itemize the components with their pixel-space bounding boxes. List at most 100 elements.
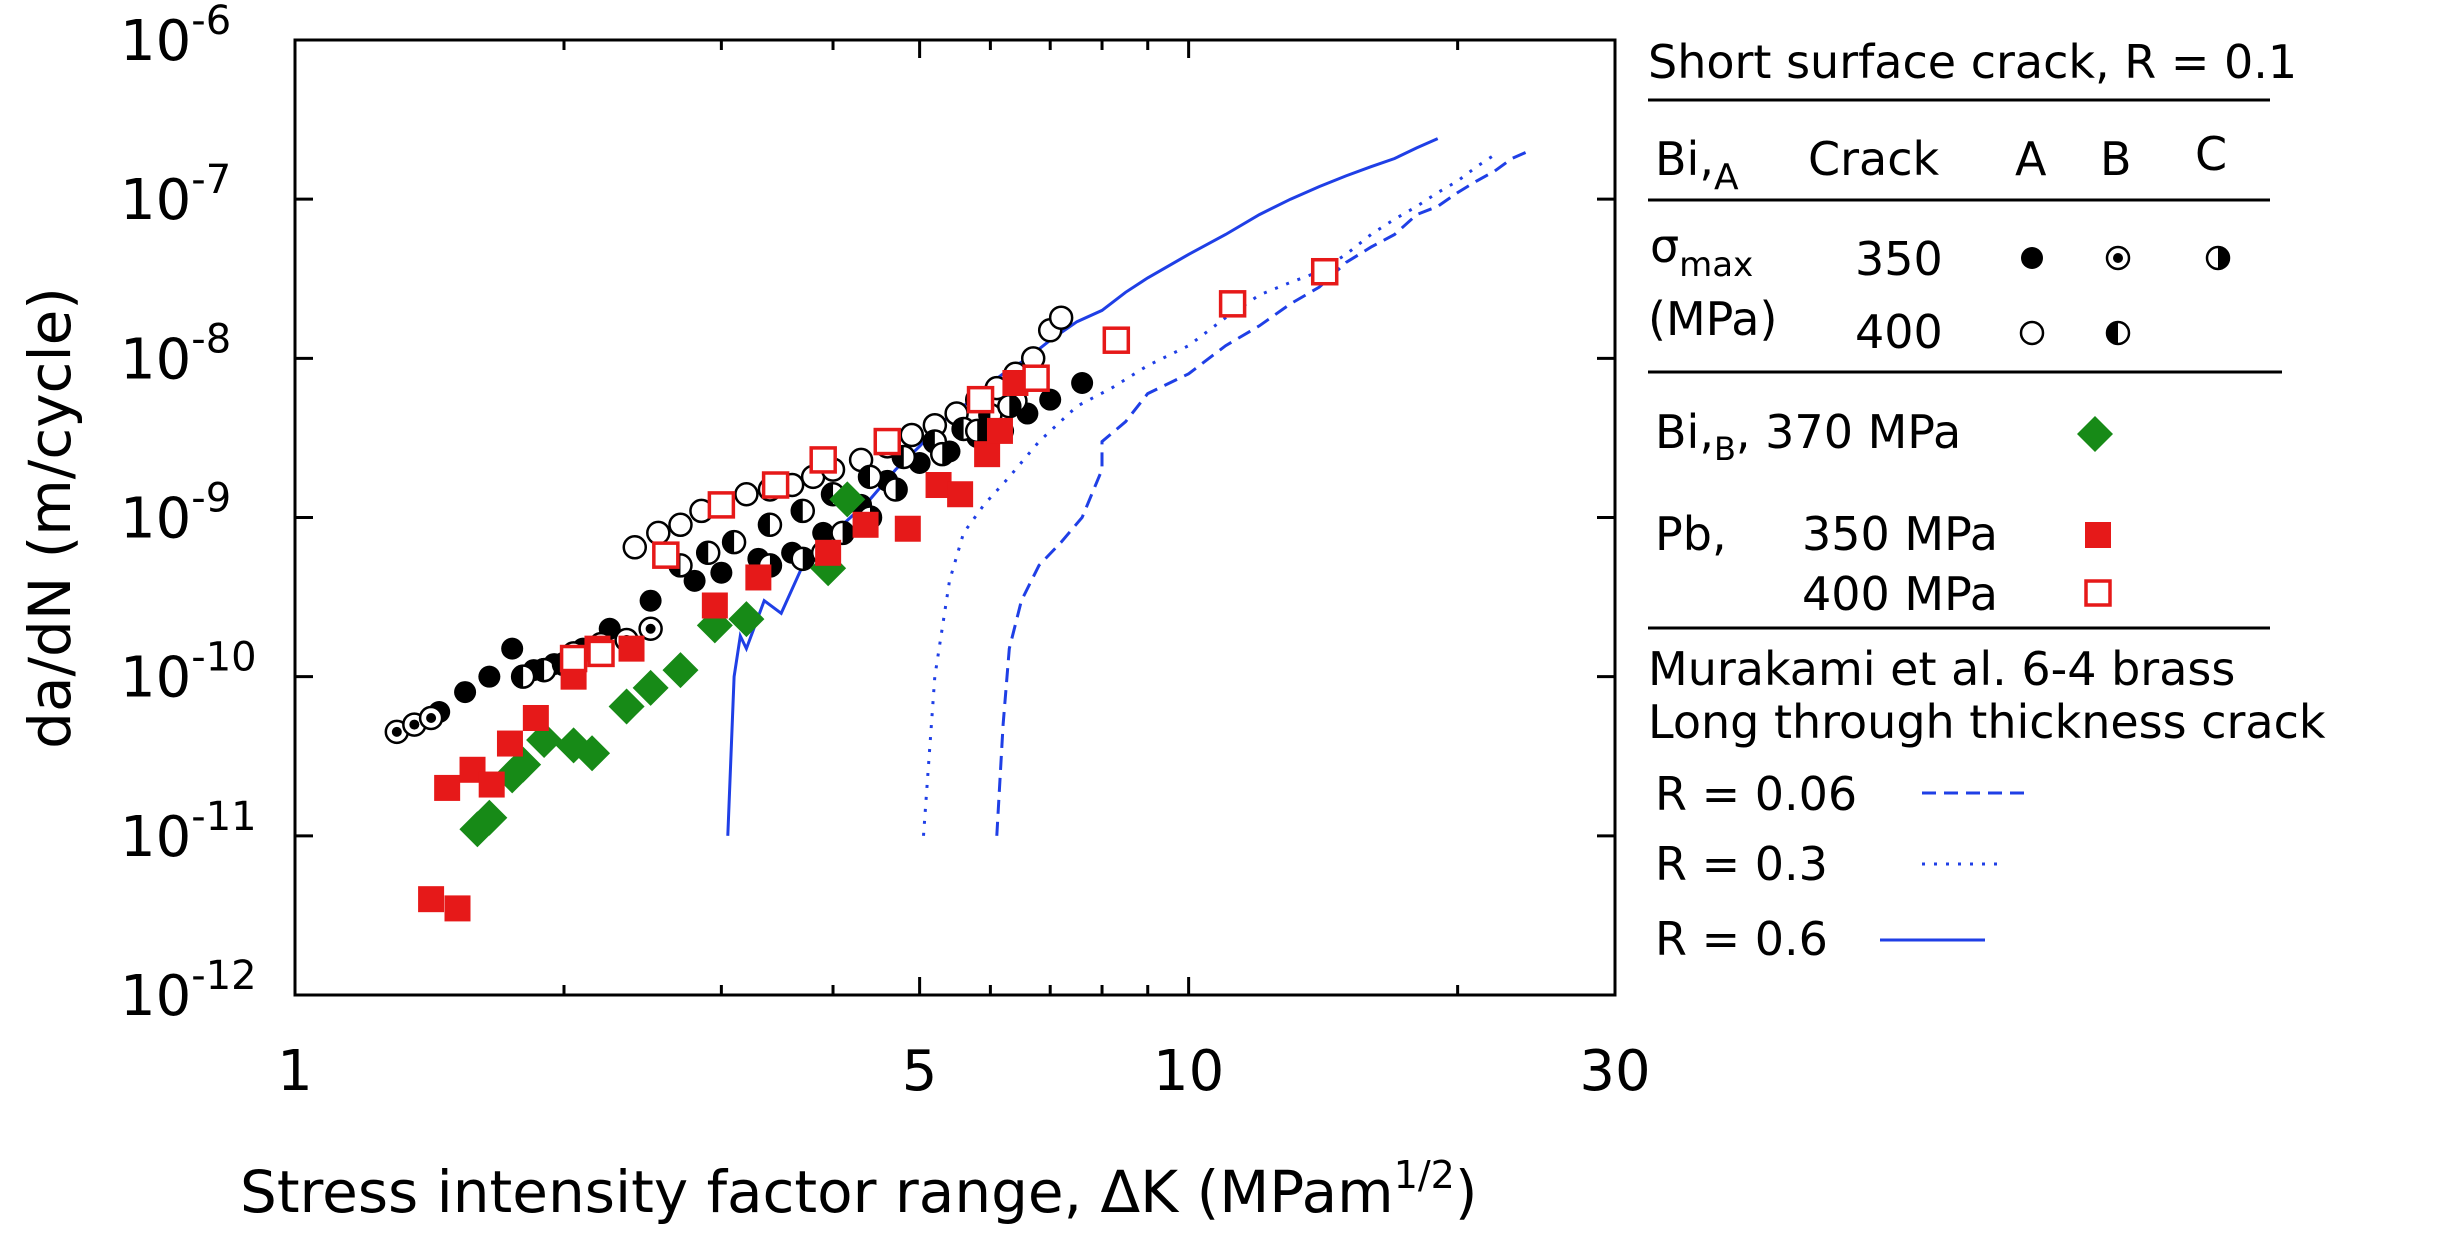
- plot-frame: [293, 38, 1617, 997]
- point-pb-350-mpa-2: [444, 895, 471, 922]
- legend-symbol-350-a-shape: [2021, 247, 2043, 269]
- point-bi-a-350-mpa-crack-c-6: [929, 441, 955, 467]
- point-pb-350-mpa-14: [894, 515, 921, 542]
- point-pb-400-mpa-8-shape: [1022, 364, 1050, 392]
- legend-col-a: A: [2015, 132, 2047, 186]
- point-pb-350-mpa-6-shape: [522, 704, 549, 731]
- point-pb-350-mpa-12: [815, 539, 842, 566]
- legend-col-crack: Crack: [1808, 132, 1940, 186]
- point-pb-350-mpa-5-shape: [496, 730, 523, 757]
- point-pb-350-mpa-10-shape: [701, 592, 728, 619]
- point-bi-b-370-mpa-9-shape: [662, 652, 699, 689]
- point-bi-b-370-mpa-13-shape: [829, 481, 866, 518]
- y-tick-label-3: 10-9: [120, 476, 231, 552]
- legend-symbol-350-c-half: [2218, 247, 2229, 269]
- x-tick-labels: 1 5 10 30: [277, 1039, 1650, 1104]
- point-bi-a-400-mpa-crack-a-1: [646, 520, 671, 546]
- point-bi-b-370-mpa-11: [728, 601, 765, 638]
- point-bi-a-350-mpa-crack-a-1: [454, 681, 477, 704]
- legend-symbol-400-a-shape: [2019, 320, 2045, 346]
- point-bi-a-350-mpa-crack-a-10: [710, 561, 733, 584]
- point-pb-350-mpa-4-shape: [478, 771, 505, 798]
- point-bi-a-350-mpa-crack-c-8-half: [1009, 395, 1021, 418]
- legend-sigma-sub: max: [1679, 245, 1753, 285]
- point-pb-400-mpa-2: [652, 541, 680, 569]
- line-series-r-0-06: [995, 149, 1529, 836]
- point-bi-a-350-mpa-crack-c-3: [830, 520, 855, 546]
- y-tick-label-1: 10-11: [120, 794, 257, 870]
- point-bi-a-400-mpa-crack-b-4-half: [697, 541, 709, 564]
- point-bi-a-400-mpa-crack-a-1-shape: [646, 520, 671, 546]
- legend-bib-label: Bi,B, 370 MPa: [1655, 405, 1961, 468]
- point-bi-a-350-mpa-crack-c-5-half: [895, 478, 907, 501]
- point-bi-a-350-mpa-crack-b-2: [418, 705, 444, 731]
- point-bi-b-370-mpa-7-shape: [608, 688, 645, 725]
- point-bi-a-400-mpa-crack-b-6: [757, 512, 783, 538]
- point-bi-a-400-mpa-crack-b-11-half: [923, 430, 935, 453]
- point-bi-a-350-mpa-crack-a-21: [1039, 388, 1062, 411]
- point-pb-400-mpa-9: [1102, 326, 1131, 354]
- point-pb-350-mpa-4: [478, 771, 505, 798]
- point-bi-a-350-mpa-crack-a-13-shape: [812, 521, 835, 544]
- point-bi-a-350-mpa-crack-a-9-shape: [683, 569, 706, 592]
- point-pb-350-mpa-0: [418, 886, 445, 913]
- point-bi-a-350-mpa-crack-c-0-half: [769, 554, 781, 577]
- point-pb-350-mpa-0-shape: [418, 886, 445, 913]
- point-bi-a-400-mpa-crack-b-0-half: [512, 665, 524, 688]
- point-pb-400-mpa-11-shape: [1310, 257, 1339, 286]
- point-bi-a-400-mpa-crack-a-0: [622, 535, 648, 560]
- legend-bib-sub: B: [1714, 430, 1736, 468]
- legend-symbol-350-c: [2205, 245, 2231, 271]
- point-bi-a-350-mpa-crack-a-22-shape: [1071, 371, 1094, 394]
- point-bi-a-350-mpa-crack-b-0-dot: [391, 726, 402, 737]
- legend-murakami-1: Murakami et al. 6-4 brass: [1648, 642, 2235, 696]
- legend-symbol-pb-400-shape: [2084, 579, 2112, 607]
- point-bi-a-400-mpa-crack-b-7-half: [791, 499, 803, 522]
- point-pb-350-mpa-13-shape: [852, 511, 879, 538]
- legend-symbol-350-b: [2105, 245, 2131, 271]
- point-pb-400-mpa-1: [587, 639, 615, 668]
- point-bi-a-350-mpa-crack-c-1: [790, 546, 816, 572]
- point-pb-400-mpa-6: [873, 427, 902, 456]
- point-pb-350-mpa-2-shape: [444, 895, 471, 922]
- point-bi-a-400-mpa-crack-a-2-shape: [668, 512, 693, 538]
- data-markers: [384, 257, 1339, 922]
- point-pb-350-mpa-5: [496, 730, 523, 757]
- point-pb-350-mpa-9-shape: [618, 635, 645, 662]
- legend-murakami-2: Long through thickness crack: [1648, 695, 2326, 749]
- point-bi-b-370-mpa-6: [574, 735, 611, 772]
- point-bi-a-350-mpa-crack-a-2-shape: [478, 665, 501, 688]
- point-pb-350-mpa-1: [434, 774, 461, 801]
- point-pb-350-mpa-10: [701, 592, 728, 619]
- legend-symbol-350-a: [2021, 247, 2043, 269]
- legend-symbol-pb-400: [2084, 579, 2112, 607]
- point-bi-a-350-mpa-crack-a-1-shape: [454, 681, 477, 704]
- point-pb-350-mpa-16-shape: [947, 481, 974, 508]
- point-bi-b-370-mpa-9: [662, 652, 699, 689]
- point-pb-350-mpa-13: [852, 511, 879, 538]
- point-bi-a-400-mpa-crack-b-9-half: [859, 465, 871, 488]
- point-bi-b-370-mpa-7: [608, 688, 645, 725]
- point-bi-a-400-mpa-crack-a-20-shape: [1048, 305, 1074, 330]
- point-pb-350-mpa-1-shape: [434, 774, 461, 801]
- point-pb-400-mpa-5-shape: [809, 446, 837, 474]
- point-bi-a-400-mpa-crack-a-12-shape: [899, 422, 925, 448]
- legend-col-bi: Bi,A: [1655, 132, 1739, 198]
- point-pb-400-mpa-4: [761, 471, 790, 499]
- legend-heading: Short surface crack, R = 0.1: [1648, 35, 2297, 89]
- y-tick-label-6: 10-6: [120, 0, 231, 74]
- point-bi-a-400-mpa-crack-a-2: [668, 512, 693, 538]
- point-pb-350-mpa-17-shape: [974, 441, 1001, 468]
- legend-symbol-400-a: [2019, 320, 2045, 346]
- x-axis-title-sup: 1/2: [1394, 1153, 1455, 1197]
- point-pb-400-mpa-1-shape: [587, 639, 615, 668]
- point-bi-a-350-mpa-crack-c-8: [997, 393, 1022, 419]
- point-pb-400-mpa-10-shape: [1218, 290, 1247, 318]
- y-tick-label-0: 10-12: [120, 953, 257, 1029]
- point-bi-a-350-mpa-crack-a-2: [478, 665, 501, 688]
- point-bi-a-350-mpa-crack-a-10-shape: [710, 561, 733, 584]
- legend-symbols: [1880, 245, 2231, 942]
- point-bi-a-400-mpa-crack-b-9: [857, 464, 883, 490]
- point-bi-b-370-mpa-8-shape: [632, 669, 669, 706]
